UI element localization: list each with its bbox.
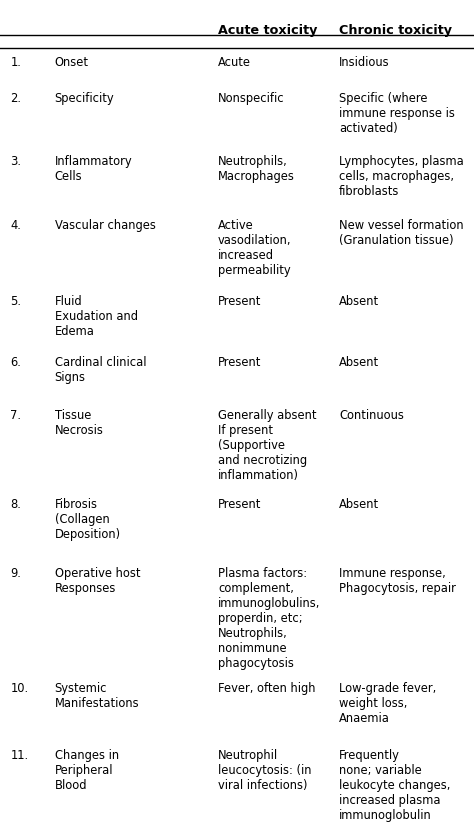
Text: Present: Present: [218, 356, 262, 369]
Text: New vessel formation
(Granulation tissue): New vessel formation (Granulation tissue…: [339, 219, 464, 247]
Text: Operative host
Responses: Operative host Responses: [55, 568, 140, 596]
Text: Neutrophils,
Macrophages: Neutrophils, Macrophages: [218, 155, 295, 183]
Text: 1.: 1.: [10, 56, 21, 69]
Text: Nonspecific: Nonspecific: [218, 92, 285, 105]
Text: Fluid
Exudation and
Edema: Fluid Exudation and Edema: [55, 295, 137, 338]
Text: Specificity: Specificity: [55, 92, 114, 105]
Text: Immune response,
Phagocytosis, repair: Immune response, Phagocytosis, repair: [339, 568, 456, 596]
Text: Tissue
Necrosis: Tissue Necrosis: [55, 409, 103, 437]
Text: Inflammatory
Cells: Inflammatory Cells: [55, 155, 132, 183]
Text: Specific (where
immune response is
activated): Specific (where immune response is activ…: [339, 92, 455, 135]
Text: Generally absent
If present
(Supportive
and necrotizing
inflammation): Generally absent If present (Supportive …: [218, 409, 317, 482]
Text: Absent: Absent: [339, 497, 379, 511]
Text: Absent: Absent: [339, 295, 379, 308]
Text: 9.: 9.: [10, 568, 21, 580]
Text: Fever, often high: Fever, often high: [218, 682, 316, 696]
Text: 8.: 8.: [10, 497, 21, 511]
Text: 6.: 6.: [10, 356, 21, 369]
Text: Frequently
none; variable
leukocyte changes,
increased plasma
immunoglobulin: Frequently none; variable leukocyte chan…: [339, 748, 450, 822]
Text: Insidious: Insidious: [339, 56, 390, 69]
Text: Continuous: Continuous: [339, 409, 404, 422]
Text: Acute: Acute: [218, 56, 251, 69]
Text: 5.: 5.: [10, 295, 21, 308]
Text: Active
vasodilation,
increased
permeability: Active vasodilation, increased permeabil…: [218, 219, 292, 277]
Text: Present: Present: [218, 295, 262, 308]
Text: Neutrophil
leucocytosis: (in
viral infections): Neutrophil leucocytosis: (in viral infec…: [218, 748, 311, 791]
Text: Absent: Absent: [339, 356, 379, 369]
Text: Fibrosis
(Collagen
Deposition): Fibrosis (Collagen Deposition): [55, 497, 121, 541]
Text: Low-grade fever,
weight loss,
Anaemia: Low-grade fever, weight loss, Anaemia: [339, 682, 436, 726]
Text: Present: Present: [218, 497, 262, 511]
Text: Cardinal clinical
Signs: Cardinal clinical Signs: [55, 356, 146, 384]
Text: Changes in
Peripheral
Blood: Changes in Peripheral Blood: [55, 748, 118, 791]
Text: 3.: 3.: [10, 155, 21, 168]
Text: 10.: 10.: [10, 682, 28, 696]
Text: Plasma factors:
complement,
immunoglobulins,
properdin, etc;
Neutrophils,
nonimm: Plasma factors: complement, immunoglobul…: [218, 568, 320, 670]
Text: Systemic
Manifestations: Systemic Manifestations: [55, 682, 139, 711]
Text: Onset: Onset: [55, 56, 89, 69]
Text: Chronic toxicity: Chronic toxicity: [339, 24, 452, 36]
Text: 4.: 4.: [10, 219, 21, 233]
Text: 2.: 2.: [10, 92, 21, 105]
Text: Vascular changes: Vascular changes: [55, 219, 155, 233]
Text: Lymphocytes, plasma
cells, macrophages,
fibroblasts: Lymphocytes, plasma cells, macrophages, …: [339, 155, 464, 198]
Text: 11.: 11.: [10, 748, 28, 762]
Text: Acute toxicity: Acute toxicity: [218, 24, 318, 36]
Text: 7.: 7.: [10, 409, 21, 422]
